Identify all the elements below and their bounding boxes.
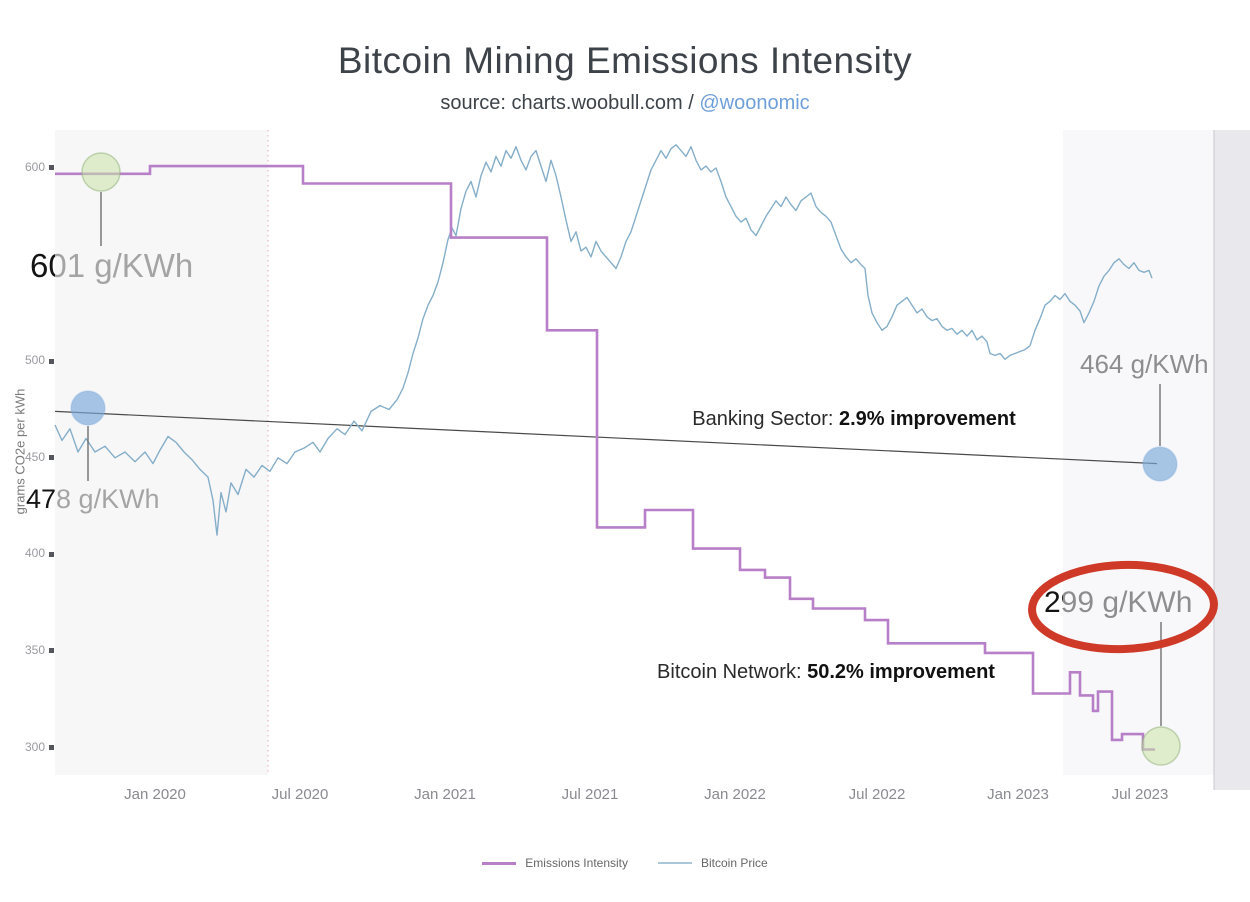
y-tick-mark <box>49 165 54 171</box>
woonomic-link[interactable]: @woonomic <box>699 92 810 114</box>
green-point-marker <box>1141 726 1181 766</box>
x-tick-jul-2023: Jul 2023 <box>1111 786 1169 803</box>
x-tick-jul-2020: Jul 2020 <box>271 786 329 803</box>
y-tick-label: 300 <box>24 739 45 754</box>
y-tick-label: 350 <box>24 643 45 657</box>
y-tick-mark <box>49 358 54 364</box>
emissions-line-swatch <box>482 861 517 865</box>
callout-464-gkwh: 464 g/KWh <box>1080 349 1209 379</box>
banking-sector-label: Banking Sector: 2.9% improvement <box>668 408 1040 431</box>
background-band <box>55 130 268 775</box>
y-tick-350: 350 <box>0 643 54 657</box>
y-tick-mark <box>49 455 54 461</box>
y-tick-label: 500 <box>24 353 45 368</box>
callout-299-gkwh: 299 g/KWh <box>1044 586 1193 619</box>
blue-point-marker <box>70 390 106 426</box>
y-tick-label: 450 <box>24 449 45 464</box>
page-title: Bitcoin Mining Emissions Intensity <box>337 40 913 81</box>
y-tick-mark <box>49 648 54 654</box>
x-tick-jan-2020: Jan 2020 <box>124 786 186 803</box>
bitcoin-network-label: Bitcoin Network: 50.2% improvement <box>630 661 1022 684</box>
x-tick-jul-2021: Jul 2021 <box>561 786 619 803</box>
y-tick-label: 400 <box>24 546 45 561</box>
y-tick-400: 400 <box>0 546 54 560</box>
chart-source: source: charts.woobull.com / @woonomic <box>0 92 1250 115</box>
green-point-marker <box>81 152 121 192</box>
callout-601-gkwh: 601 g/KWh <box>30 247 194 284</box>
y-tick-mark <box>49 744 54 750</box>
bitcoin-price-line <box>54 144 1153 536</box>
x-tick-jul-2022: Jul 2022 <box>848 786 906 803</box>
legend-item-emissions: Emissions Intensity <box>482 856 628 870</box>
y-tick-600: 600 <box>0 160 54 174</box>
source-text: source: charts.woobull.com / <box>440 92 700 114</box>
blue-point-marker <box>1142 446 1178 482</box>
legend-label-emissions: Emissions Intensity <box>525 856 628 870</box>
legend: Emissions Intensity Bitcoin Price <box>0 856 1250 870</box>
y-tick-450: 450 <box>0 450 54 464</box>
bitcoin-label-value: 50.2% improvement <box>807 661 995 683</box>
background-band <box>1214 130 1250 790</box>
x-tick-jan-2023: Jan 2023 <box>987 786 1049 803</box>
bitcoin-price-line-swatch <box>658 862 692 864</box>
banking-label-value: 2.9% improvement <box>839 408 1016 430</box>
y-tick-mark <box>49 551 54 557</box>
background-band <box>1063 130 1214 775</box>
y-tick-300: 300 <box>0 740 54 754</box>
legend-label-price: Bitcoin Price <box>701 856 768 870</box>
legend-item-price: Bitcoin Price <box>658 856 768 870</box>
x-tick-jan-2022: Jan 2022 <box>704 786 766 803</box>
banking-label-prefix: Banking Sector: <box>692 408 839 430</box>
callout-478-gkwh: 478 g/KWh <box>26 484 160 514</box>
bitcoin-label-prefix: Bitcoin Network: <box>657 661 808 683</box>
y-tick-500: 500 <box>0 353 54 367</box>
y-tick-label: 600 <box>24 160 45 174</box>
x-tick-jan-2021: Jan 2021 <box>414 786 476 803</box>
